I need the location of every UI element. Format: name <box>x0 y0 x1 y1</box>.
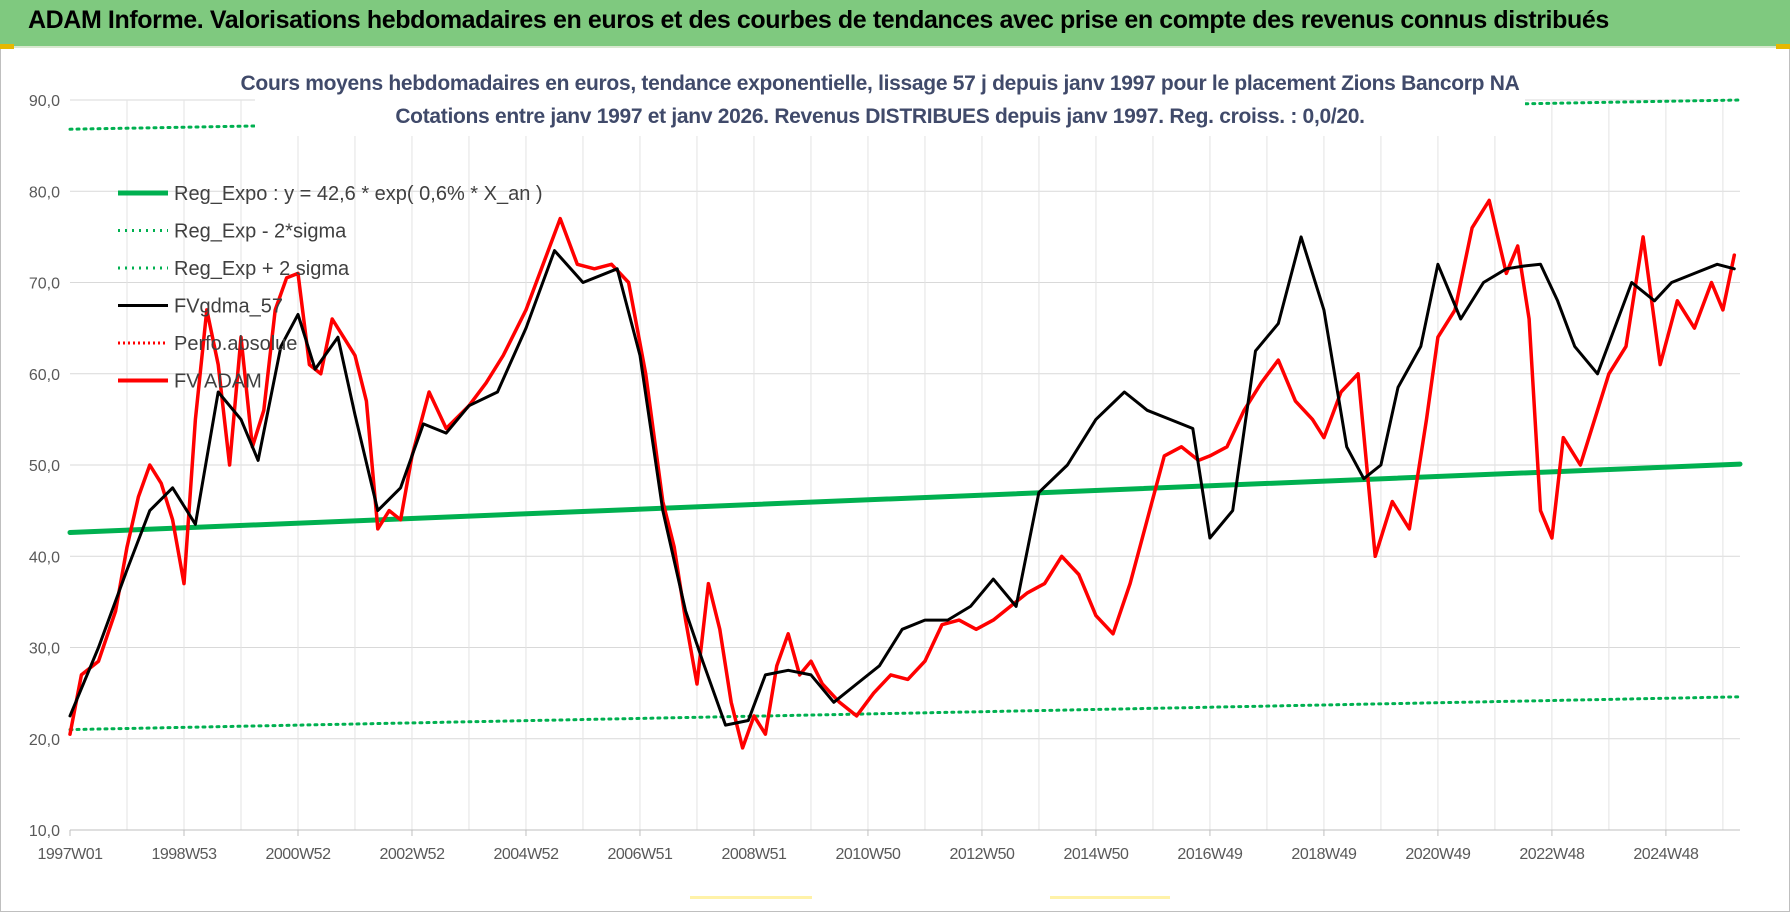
series-fvgdma-line <box>68 235 1736 727</box>
series-reg-expo-line <box>67 461 1743 535</box>
legend-label: FVgdma_57 <box>174 296 283 318</box>
x-tick-label: 2000W52 <box>265 846 331 863</box>
footer-mark-1 <box>690 896 812 899</box>
series-fv-adam-line <box>68 198 1737 750</box>
legend-label: Reg_Exp + 2 sigma <box>174 258 350 280</box>
y-tick-label: 50,0 <box>29 458 60 475</box>
chart-title-bg <box>255 66 1525 136</box>
y-tick-label: 70,0 <box>29 276 60 293</box>
legend-label: Reg_Expo : y = 42,6 * exp( 0,6% * X_an ) <box>174 183 543 205</box>
y-tick-label: 30,0 <box>29 641 60 658</box>
x-tick-label: 2008W51 <box>721 846 787 863</box>
x-tick-label: 2024W48 <box>1633 846 1699 863</box>
y-tick-label: 10,0 <box>29 823 60 840</box>
y-tick-label: 90,0 <box>29 93 60 110</box>
x-tick-label: 2016W49 <box>1177 846 1243 863</box>
x-tick-label: 2012W50 <box>949 846 1015 863</box>
x-tick-label: 2018W49 <box>1291 846 1357 863</box>
x-tick-label: 2020W49 <box>1405 846 1471 863</box>
footer-mark-2 <box>1050 896 1170 899</box>
legend-label: FV ADAM <box>174 371 262 393</box>
corner-mark-right <box>1776 44 1790 49</box>
x-tick-label: 2006W51 <box>607 846 673 863</box>
report-title: ADAM Informe. Valorisations hebdomadaire… <box>28 6 1609 34</box>
y-tick-label: 20,0 <box>29 732 60 749</box>
x-tick-label: 1997W01 <box>38 846 104 863</box>
x-tick-label: 2002W52 <box>379 846 445 863</box>
report-header: ADAM Informe. Valorisations hebdomadaire… <box>0 0 1790 48</box>
y-tick-label: 80,0 <box>29 184 60 201</box>
chart-title-line2: Cotations entre janv 1997 et janv 2026. … <box>395 105 1365 128</box>
corner-mark-left <box>0 44 14 49</box>
x-tick-label: 1998W53 <box>151 846 217 863</box>
y-tick-label: 40,0 <box>29 549 60 566</box>
x-tick-label: 2004W52 <box>493 846 559 863</box>
legend-label: Perfo.absolue <box>174 333 297 355</box>
series-reg-exp-minus-line <box>68 695 1742 732</box>
y-tick-label: 60,0 <box>29 367 60 384</box>
x-tick-label: 2022W48 <box>1519 846 1585 863</box>
x-tick-label: 2010W50 <box>835 846 901 863</box>
x-tick-label: 2014W50 <box>1063 846 1129 863</box>
legend-label: Reg_Exp - 2*sigma <box>174 221 347 243</box>
chart-title-line1: Cours moyens hebdomadaires en euros, ten… <box>240 72 1520 95</box>
